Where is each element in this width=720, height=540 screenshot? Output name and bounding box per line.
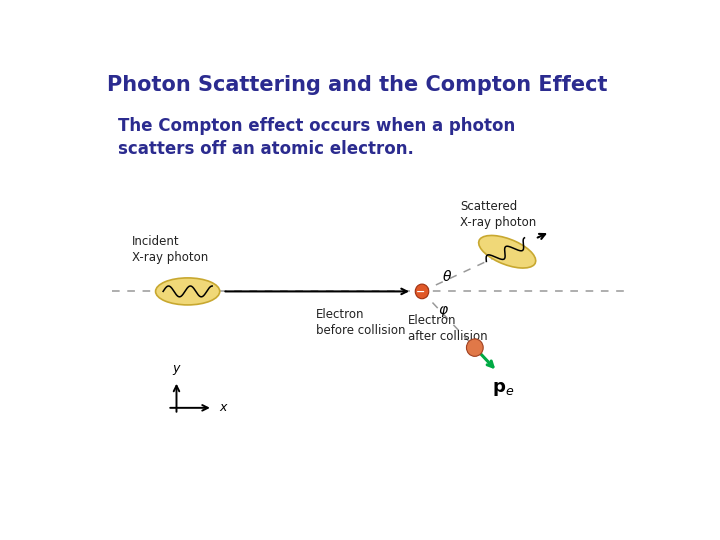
Ellipse shape	[415, 284, 429, 299]
Text: Scattered
X-ray photon: Scattered X-ray photon	[460, 200, 536, 229]
Ellipse shape	[479, 235, 536, 268]
Text: θ: θ	[444, 270, 451, 284]
Text: Electron
before collision: Electron before collision	[316, 308, 405, 337]
Text: x: x	[220, 401, 227, 414]
Text: −: −	[416, 286, 426, 296]
Text: The Compton effect occurs when a photon
scatters off an atomic electron.: The Compton effect occurs when a photon …	[118, 117, 515, 158]
Ellipse shape	[156, 278, 220, 305]
Text: Incident
X-ray photon: Incident X-ray photon	[132, 235, 208, 265]
Text: $\mathbf{p}_e$: $\mathbf{p}_e$	[492, 380, 514, 398]
Text: φ: φ	[438, 303, 448, 317]
Ellipse shape	[467, 339, 483, 356]
Text: Electron
after collision: Electron after collision	[408, 314, 487, 343]
Text: y: y	[173, 362, 180, 375]
Text: Photon Scattering and the Compton Effect: Photon Scattering and the Compton Effect	[107, 75, 607, 95]
